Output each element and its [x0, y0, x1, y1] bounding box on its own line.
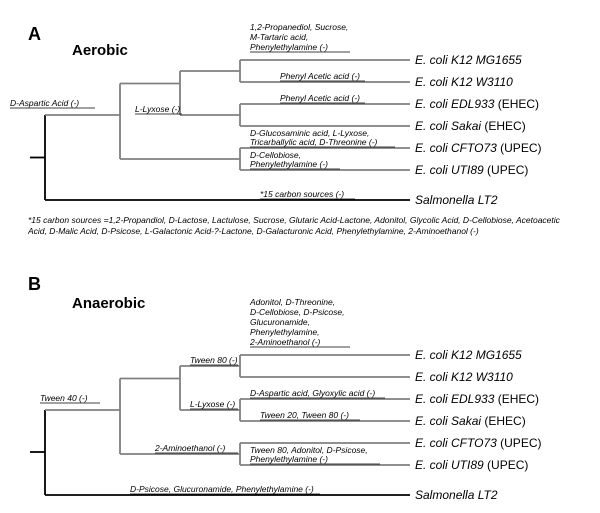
annot-b-tip0-3: Glucuronamide,	[250, 317, 310, 327]
tip-label: E. coli UTI89 (UPEC)	[415, 458, 528, 472]
panel-a-footnote-wrap: *15 carbon sources =1,2-Propandiol, D-La…	[28, 215, 573, 257]
annot-l-lyxose: L-Lyxose (-)	[135, 104, 180, 114]
tip-label: E. coli K12 MG1655	[415, 348, 522, 362]
tip-label: E. coli K12 W3110	[415, 75, 513, 89]
annot-tip1: Phenyl Acetic acid (-)	[280, 71, 360, 81]
tip-label: E. coli K12 MG1655	[415, 53, 522, 67]
panel-a: A Aerobic	[10, 22, 573, 257]
annot-b-tip0-4: Phenylethylamine,	[250, 327, 319, 337]
tip-label: E. coli EDL933 (EHEC)	[415, 392, 539, 406]
panel-a-footnote: *15 carbon sources =1,2-Propandiol, D-La…	[28, 215, 573, 236]
tip-label: Salmonella LT2	[415, 193, 498, 207]
annot-tip4-l2: Tricarballylic acid, D-Threonine (-)	[250, 137, 378, 147]
annot-b-lyxose: L-Lyxose (-)	[190, 399, 235, 409]
panel-a-tip-labels: E. coli K12 MG1655 E. coli K12 W3110 E. …	[415, 53, 541, 207]
tip-label: E. coli UTI89 (UPEC)	[415, 163, 528, 177]
annot-b-sakai: Tween 20, Tween 80 (-)	[260, 410, 349, 420]
tip-label: E. coli Sakai (EHEC)	[415, 119, 526, 133]
panel-b-tip-labels: E. coli K12 MG1655 E. coli K12 W3110 E. …	[415, 348, 541, 502]
tip-label: E. coli Sakai (EHEC)	[415, 414, 526, 428]
annot-b-k12: Tween 80 (-)	[190, 355, 238, 365]
annot-b-salmonella: D-Psicose, Glucuronamide, Phenylethylami…	[130, 484, 314, 494]
annot-b-tip0-2: D-Cellobiose, D-Psicose,	[250, 307, 344, 317]
panel-b-title: Anaerobic	[72, 295, 145, 312]
annot-tip0-l2: M-Tartaric acid,	[250, 32, 308, 42]
annot-b-uti89-2: Phenylethylamine (-)	[250, 454, 328, 464]
annot-tip0-l1: 1,2-Propanediol, Sucrose,	[250, 22, 348, 32]
annot-root-b: Tween 40 (-)	[40, 393, 88, 403]
annot-salmonella-a: *15 carbon sources (-)	[260, 189, 344, 199]
panel-a-title: Aerobic	[72, 42, 128, 59]
tip-label: E. coli EDL933 (EHEC)	[415, 97, 539, 111]
annot-b-upec-int: 2-Aminoethanol (-)	[154, 443, 226, 453]
panel-b-tree	[30, 355, 410, 495]
panel-a-annotations: D-Aspartic Acid (-) L-Lyxose (-) 1,2-Pro…	[10, 22, 395, 199]
panel-b: B Anaerobic	[28, 274, 541, 502]
panel-a-letter: A	[28, 24, 41, 44]
tip-label: E. coli CFTO73 (UPEC)	[415, 141, 541, 155]
tip-label: E. coli K12 W3110	[415, 370, 513, 384]
annot-b-tip0-1: Adonitol, D-Threonine,	[249, 297, 335, 307]
tip-label: Salmonella LT2	[415, 488, 498, 502]
panel-b-letter: B	[28, 274, 41, 294]
annot-b-edl933: D-Aspartic acid, Glyoxylic acid (-)	[250, 388, 375, 398]
annot-b-tip0-5: 2-Aminoethanol (-)	[249, 337, 321, 347]
annot-tip5-l2: Phenylethylamine (-)	[250, 159, 328, 169]
annot-root: D-Aspartic Acid (-)	[10, 98, 79, 108]
tip-label: E. coli CFTO73 (UPEC)	[415, 436, 541, 450]
annot-tip0-l3: Phenylethylamine (-)	[250, 42, 328, 52]
annot-tip2: Phenyl Acetic acid (-)	[280, 93, 360, 103]
